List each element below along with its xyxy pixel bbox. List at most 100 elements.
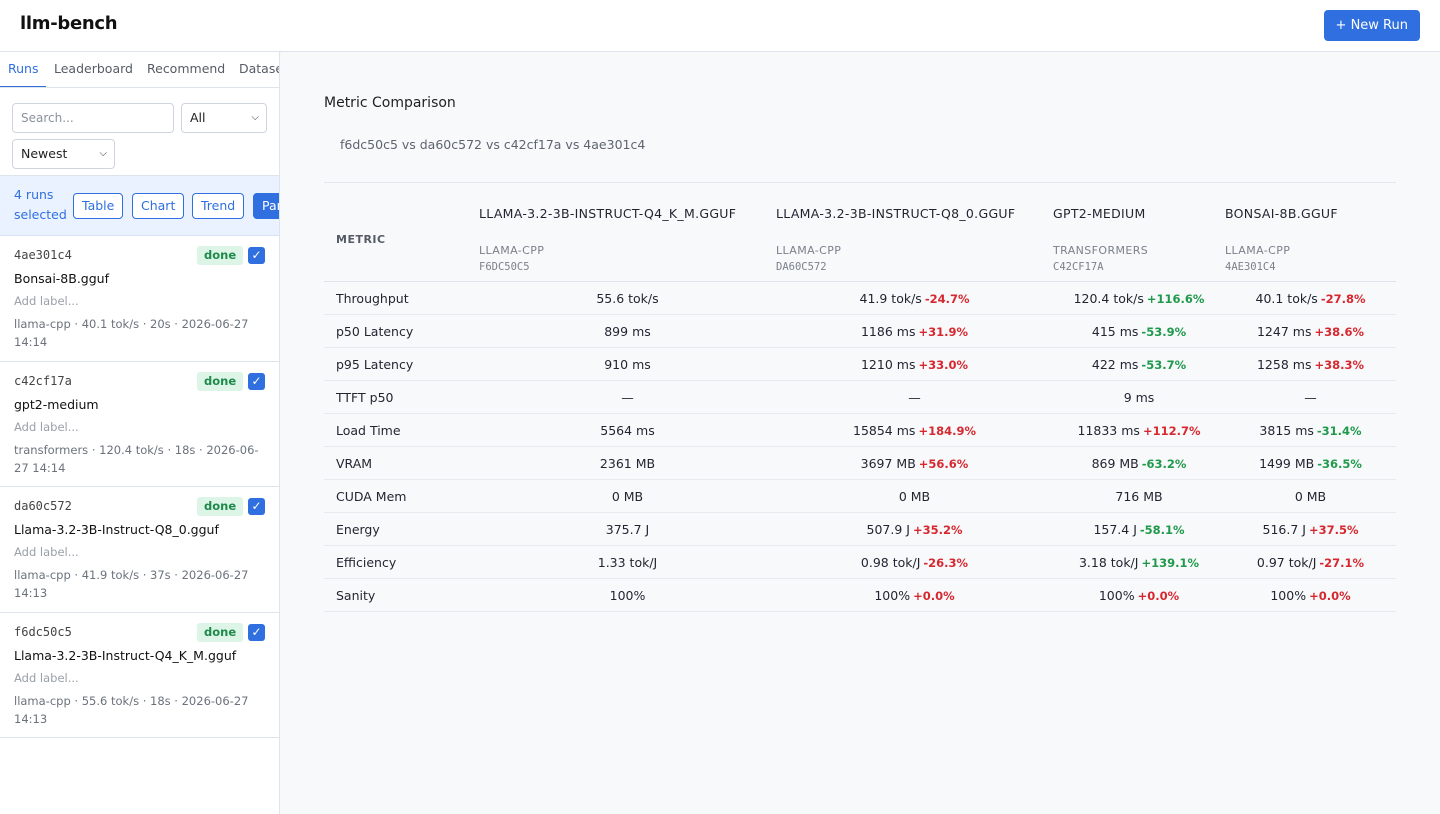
delta-value: +31.9% bbox=[918, 324, 969, 339]
metric-value: — bbox=[621, 389, 634, 405]
run-item[interactable]: c42cf17a done ✓ gpt2-medium Add label...… bbox=[0, 361, 279, 487]
metric-name: p50 Latency bbox=[324, 314, 479, 348]
metric-comparison-table: METRIC LLAMA-3.2-3B-INSTRUCT-Q4_K_M.GGUF… bbox=[324, 183, 1396, 612]
metric-cell: 3697 MB +56.6% bbox=[776, 446, 1053, 480]
tab-leaderboard[interactable]: Leaderboard bbox=[54, 61, 133, 76]
add-label-field[interactable]: Add label... bbox=[14, 419, 79, 434]
metric-value: 157.4 J bbox=[1093, 521, 1137, 537]
metric-value: 899 ms bbox=[604, 323, 651, 339]
comparison-subtitle: f6dc50c5 vs da60c572 vs c42cf17a vs 4ae3… bbox=[340, 137, 646, 152]
status-badge: done bbox=[197, 371, 244, 391]
metric-cell: 100% bbox=[479, 578, 776, 612]
metric-value: 507.9 J bbox=[866, 521, 910, 537]
chevron-down-icon: ⌵ bbox=[99, 148, 107, 159]
metric-cell: — bbox=[776, 380, 1053, 414]
tab-recommend[interactable]: Recommend bbox=[147, 61, 226, 76]
column-backend: LLAMA-CPP bbox=[1225, 244, 1291, 257]
add-label-field[interactable]: Add label... bbox=[14, 670, 79, 685]
delta-value: +35.2% bbox=[912, 522, 963, 537]
status-filter-value: All bbox=[190, 110, 206, 125]
metric-value: 716 MB bbox=[1115, 488, 1163, 504]
metric-name: Sanity bbox=[324, 578, 479, 612]
trend-view-button[interactable]: Trend bbox=[192, 193, 245, 219]
run-filters: All ⌵ Newest ⌵ bbox=[0, 88, 279, 176]
delta-value: +38.6% bbox=[1314, 324, 1365, 339]
metric-cell: 0 MB bbox=[1225, 479, 1396, 513]
sort-select[interactable]: Newest ⌵ bbox=[12, 139, 115, 169]
run-select-checkbox[interactable]: ✓ bbox=[248, 247, 265, 264]
run-item[interactable]: f6dc50c5 done ✓ Llama-3.2-3B-Instruct-Q4… bbox=[0, 612, 279, 738]
top-bar: llm-bench + New Run bbox=[0, 0, 1440, 52]
table-row: Energy 375.7 J 507.9 J +35.2% 157.4 J -58.1% 5… bbox=[324, 512, 1396, 546]
metric-cell: 3815 ms -31.4% bbox=[1225, 413, 1396, 447]
metric-cell: 3.18 tok/J +139.1% bbox=[1053, 545, 1225, 579]
column-run-id: 4AE301C4 bbox=[1225, 261, 1276, 273]
metric-value: 100% bbox=[874, 587, 911, 603]
column-run-id: DA60C572 bbox=[776, 261, 827, 273]
delta-value: +139.1% bbox=[1141, 555, 1200, 570]
metric-cell: 899 ms bbox=[479, 314, 776, 348]
comparison-title: Metric Comparison bbox=[324, 95, 456, 111]
chevron-down-icon: ⌵ bbox=[251, 112, 259, 123]
metric-value: 100% bbox=[1098, 587, 1135, 603]
column-backend: TRANSFORMERS bbox=[1053, 244, 1149, 257]
checkmark-icon: ✓ bbox=[251, 248, 262, 262]
run-id: 4ae301c4 bbox=[14, 248, 72, 262]
metric-value: 40.1 tok/s bbox=[1255, 290, 1318, 306]
metric-value: 0 MB bbox=[898, 488, 931, 504]
run-item[interactable]: 4ae301c4 done ✓ Bonsai-8B.gguf Add label… bbox=[0, 236, 279, 362]
model-column-header: GPT2-MEDIUM TRANSFORMERS C42CF17A bbox=[1053, 183, 1225, 282]
run-select-checkbox[interactable]: ✓ bbox=[248, 372, 265, 390]
metric-name: CUDA Mem bbox=[324, 479, 479, 513]
tab-datasets[interactable]: Datasets bbox=[239, 61, 279, 76]
pareto-view-button[interactable]: Pareto bbox=[253, 193, 279, 219]
metric-value: 100% bbox=[609, 587, 646, 603]
table-body: Throughput 55.6 tok/s 41.9 tok/s -24.7% 120.… bbox=[324, 281, 1396, 612]
run-select-checkbox[interactable]: ✓ bbox=[248, 498, 265, 515]
metric-cell: 40.1 tok/s -27.8% bbox=[1225, 281, 1396, 315]
metric-cell: 910 ms bbox=[479, 347, 776, 381]
metric-cell: 5564 ms bbox=[479, 413, 776, 447]
metric-cell: 0.98 tok/J -26.3% bbox=[776, 545, 1053, 579]
metric-value: 1.33 tok/J bbox=[597, 554, 658, 570]
metric-value: 9 ms bbox=[1123, 389, 1155, 405]
metric-value: 910 ms bbox=[604, 356, 651, 372]
metric-cell: 55.6 tok/s bbox=[479, 281, 776, 315]
tab-runs[interactable]: Runs bbox=[0, 52, 47, 87]
sidebar: Runs Leaderboard Recommend Datasets All … bbox=[0, 52, 280, 814]
metric-value: — bbox=[1304, 389, 1317, 405]
app-title: llm-bench bbox=[20, 13, 118, 34]
delta-value: -63.2% bbox=[1141, 456, 1187, 471]
search-input[interactable] bbox=[12, 103, 174, 133]
metric-cell: 422 ms -53.7% bbox=[1053, 347, 1225, 381]
delta-value: +56.6% bbox=[918, 456, 969, 471]
column-model-name: LLAMA-3.2-3B-INSTRUCT-Q4_K_M.GGUF bbox=[479, 206, 737, 221]
status-filter-select[interactable]: All ⌵ bbox=[181, 103, 267, 133]
checkmark-icon: ✓ bbox=[251, 499, 262, 513]
table-view-button[interactable]: Table bbox=[73, 193, 124, 219]
metric-value: 1186 ms bbox=[860, 323, 916, 339]
table-row: Load Time 5564 ms 15854 ms +184.9% 11833 ms +… bbox=[324, 413, 1396, 447]
status-badge: done bbox=[197, 622, 244, 642]
table-row: Sanity 100% 100% +0.0% 100% +0.0% 100% +0.0% bbox=[324, 578, 1396, 612]
column-backend: LLAMA-CPP bbox=[776, 244, 842, 257]
add-label-field[interactable]: Add label... bbox=[14, 294, 79, 308]
status-badge: done bbox=[197, 246, 244, 265]
delta-value: +0.0% bbox=[1137, 588, 1180, 603]
chart-view-button[interactable]: Chart bbox=[132, 193, 185, 219]
add-label-field[interactable]: Add label... bbox=[14, 545, 79, 559]
metric-value: 2361 MB bbox=[599, 455, 656, 471]
new-run-button[interactable]: + New Run bbox=[1323, 10, 1420, 41]
run-select-checkbox[interactable]: ✓ bbox=[248, 623, 265, 641]
checkmark-icon: ✓ bbox=[251, 624, 262, 639]
metric-cell: 15854 ms +184.9% bbox=[776, 413, 1053, 447]
metric-value: — bbox=[908, 389, 921, 405]
delta-value: +33.0% bbox=[918, 357, 969, 372]
metric-name: Efficiency bbox=[324, 545, 479, 579]
run-item[interactable]: da60c572 done ✓ Llama-3.2-3B-Instruct-Q8… bbox=[0, 487, 279, 613]
metric-cell: 716 MB bbox=[1053, 479, 1225, 513]
metric-value: 120.4 tok/s bbox=[1073, 290, 1144, 306]
metric-value: 3815 ms bbox=[1259, 422, 1314, 438]
table-row: Efficiency 1.33 tok/J 0.98 tok/J -26.3% 3.18… bbox=[324, 545, 1396, 579]
column-model-name: GPT2-MEDIUM bbox=[1053, 206, 1146, 221]
